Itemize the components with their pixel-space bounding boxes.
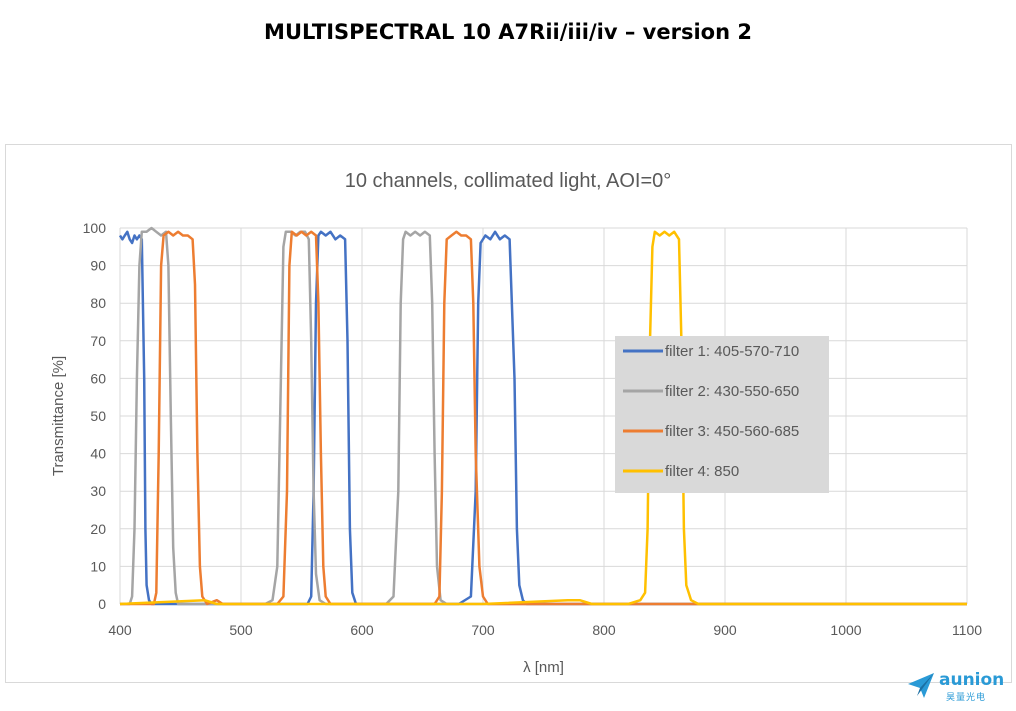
x-tick-label: 1100: [952, 622, 982, 638]
x-tick-label: 1000: [830, 622, 861, 638]
y-tick-label: 70: [90, 333, 106, 349]
document-title: MULTISPECTRAL 10 A7Rii/iii/iv – version …: [264, 20, 752, 44]
y-tick-label: 0: [98, 596, 106, 612]
x-axis-label: λ [nm]: [523, 659, 564, 676]
aunion-logo: aunion 昊量光电: [906, 670, 1006, 706]
series-line-1: [118, 230, 967, 606]
y-tick-label: 30: [90, 483, 106, 499]
y-tick-label: 80: [90, 295, 106, 311]
x-tick-label: 400: [108, 622, 132, 638]
paper-plane-icon: [908, 673, 934, 698]
legend-entry-1: filter 1: 405-570-710: [665, 343, 799, 360]
x-tick-label: 700: [471, 622, 495, 638]
logo-text: aunion: [939, 670, 1005, 690]
legend-entry-3: filter 3: 450-560-685: [665, 423, 799, 440]
y-tick-label: 10: [90, 558, 106, 574]
y-tick-label: 100: [83, 220, 107, 236]
y-tick-label: 90: [90, 258, 106, 274]
legend-entry-2: filter 2: 430-550-650: [665, 383, 799, 400]
chart-title: 10 channels, collimated light, AOI=0°: [345, 170, 672, 192]
y-axis-label: Transmittance [%]: [50, 356, 67, 476]
series-line-4: [119, 230, 967, 606]
y-tick-label: 40: [90, 446, 106, 462]
legend-box: [615, 336, 829, 493]
series-line-2: [120, 226, 967, 606]
transmittance-chart: 0 10 20 30 40 50 60 70 80 90 100 400 500 600 700 800 900…: [50, 170, 982, 676]
x-tick-label: 900: [713, 622, 737, 638]
chart-frame: 0 10 20 30 40 50 60 70 80 90 100 400 500 600 700 800 900…: [5, 144, 1012, 683]
x-tick-label: 600: [350, 622, 374, 638]
y-tick-label: 50: [90, 408, 106, 424]
x-tick-label: 800: [592, 622, 616, 638]
legend-entry-4: filter 4: 850: [665, 463, 739, 480]
logo-subtext: 昊量光电: [946, 692, 987, 702]
series-line-3: [120, 230, 967, 606]
x-tick-label: 500: [229, 622, 253, 638]
y-tick-label: 60: [90, 370, 106, 386]
y-tick-label: 20: [90, 521, 106, 537]
